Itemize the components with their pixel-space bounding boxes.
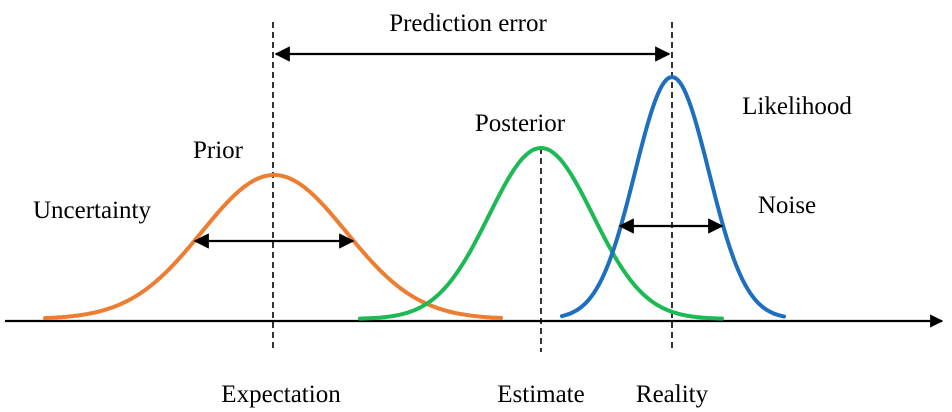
likelihood-curve <box>560 74 786 319</box>
posterior-curve <box>358 146 724 321</box>
estimate-label: Estimate <box>497 381 584 408</box>
posterior-label: Posterior <box>475 110 566 137</box>
uncertainty-label: Uncertainty <box>33 197 152 224</box>
likelihood-label: Likelihood <box>742 93 852 120</box>
expectation-label: Expectation <box>221 381 341 408</box>
reality-label: Reality <box>636 381 709 408</box>
prediction-error-label: Prediction error <box>389 10 547 37</box>
prior-label: Prior <box>193 137 244 164</box>
noise-label: Noise <box>758 192 816 219</box>
